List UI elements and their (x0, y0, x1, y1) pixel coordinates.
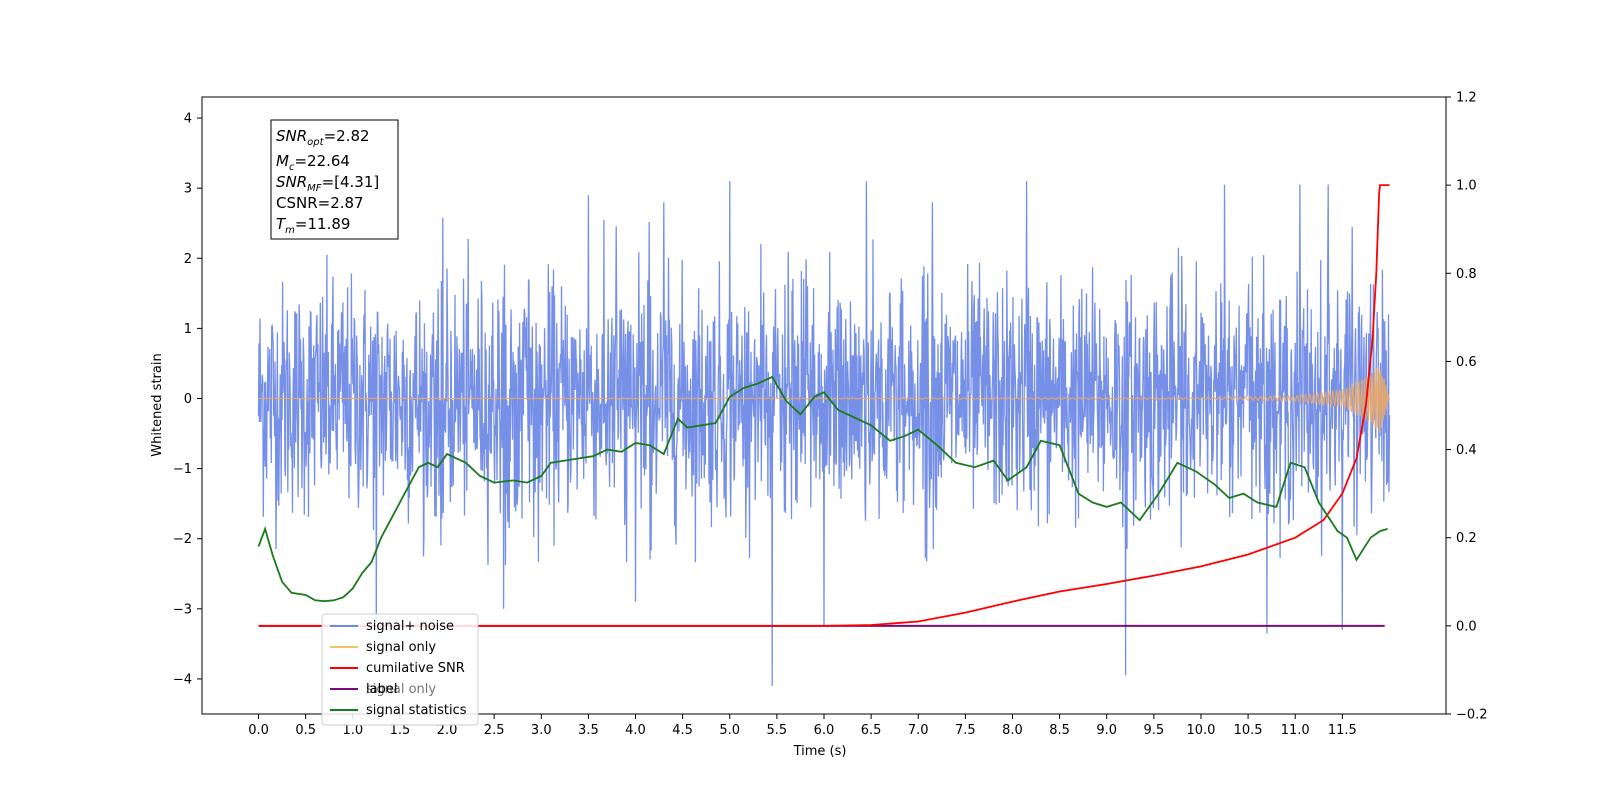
x-tick-label: 9.0 (1096, 723, 1117, 738)
legend-label-label: label (366, 682, 397, 697)
y2-tick-label: 0.2 (1456, 531, 1477, 546)
x-tick-label: 1.0 (342, 723, 363, 738)
x-axis: 0.0 0.5 1.0 1.5 2.0 2.5 3.0 3.5 4.0 4.5 5.0 5.5 6.0 6… (248, 714, 1357, 738)
x-tick-label: 3.5 (578, 723, 599, 738)
x-tick-label: 5.5 (767, 723, 788, 738)
y-tick-label: 3 (184, 182, 192, 197)
x-tick-label: 4.5 (672, 723, 693, 738)
stats-box: SNRopt=2.82 Mc=22.64 SNRMF=[4.31] CSNR=2… (270, 119, 399, 240)
series-cumulative-snr-line (258, 184, 1390, 627)
y2-tick-label: 1.2 (1456, 91, 1477, 106)
x-tick-label: 11.0 (1281, 723, 1310, 738)
legend: signal+ noise signal only cumilative SNR… (321, 613, 479, 726)
x-tick-label: 8.5 (1049, 723, 1070, 738)
y-tick-label: −2 (173, 532, 192, 547)
y-tick-label: −3 (173, 602, 192, 617)
y-tick-label: 1 (184, 322, 192, 337)
series-signal-only-line (258, 367, 1391, 434)
x-tick-label: 3.0 (531, 723, 552, 738)
series-layer (257, 181, 1391, 687)
x-tick-label: 10.0 (1186, 723, 1215, 738)
x-tick-label: 10.5 (1234, 723, 1263, 738)
x-axis-label: Time (s) (793, 744, 847, 759)
y-tick-label: −1 (173, 462, 192, 477)
x-tick-label: 2.0 (437, 723, 458, 738)
x-tick-label: 9.5 (1144, 723, 1165, 738)
x-tick-label: 5.0 (719, 723, 740, 738)
y-axis-right: 1.2 1.0 0.8 0.6 0.4 0.2 0.0 −0.2 (1446, 91, 1488, 723)
stat-tm: Tm=11.89 (276, 215, 350, 236)
x-tick-label: 2.5 (484, 723, 505, 738)
x-tick-label: 4.0 (625, 723, 646, 738)
y2-tick-label: 1.0 (1456, 179, 1477, 194)
y2-tick-label: 0.8 (1456, 267, 1477, 282)
stat-snr-mf: SNRMF=[4.31] (276, 173, 379, 194)
x-tick-label: 1.5 (390, 723, 411, 738)
y-tick-label: −4 (173, 672, 192, 687)
y2-tick-label: 0.4 (1456, 443, 1477, 458)
stats-box-frame (270, 119, 399, 240)
legend-label-signal-only: signal only (366, 640, 436, 655)
legend-label-signal-noise: signal+ noise (366, 619, 454, 634)
legend-ghost-signal-only: signal only (366, 682, 436, 697)
x-tick-label: 0.0 (248, 723, 269, 738)
y-tick-label: 2 (184, 252, 192, 267)
legend-label-cumulative-snr: cumilative SNR (366, 661, 465, 676)
y2-tick-label: 0.6 (1456, 355, 1477, 370)
legend-frame (321, 613, 479, 726)
y-axis-label: Whitened strain (150, 353, 165, 456)
x-tick-label: 6.5 (861, 723, 882, 738)
y-tick-label: 4 (184, 112, 192, 127)
stat-csnr: CSNR=2.87 (276, 194, 364, 212)
y-tick-label: 0 (184, 392, 192, 407)
y-axis-left: 4 3 2 1 0 −1 −2 −3 −4 (173, 112, 202, 687)
stat-mc: Mc=22.64 (276, 152, 350, 173)
series-signal-statistics-line (257, 375, 1388, 603)
x-tick-label: 7.5 (955, 723, 976, 738)
y2-tick-label: 0.0 (1456, 619, 1477, 634)
stat-snr-opt: SNRopt=2.82 (276, 127, 370, 148)
x-tick-label: 8.0 (1002, 723, 1023, 738)
x-tick-label: 0.5 (295, 723, 316, 738)
x-tick-label: 11.5 (1328, 723, 1357, 738)
y2-tick-label: −0.2 (1456, 708, 1488, 723)
x-tick-label: 6.0 (814, 723, 835, 738)
legend-label-signal-statistics: signal statistics (366, 703, 467, 718)
x-tick-label: 7.0 (908, 723, 929, 738)
